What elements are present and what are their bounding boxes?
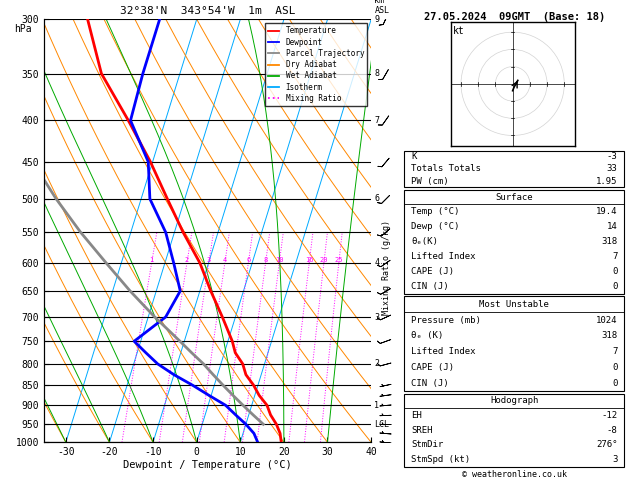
Text: LCL: LCL — [374, 420, 389, 429]
Text: -8: -8 — [607, 426, 618, 434]
Text: km
ASL: km ASL — [374, 0, 389, 15]
Text: Lifted Index: Lifted Index — [411, 347, 476, 356]
Text: 25: 25 — [335, 257, 343, 263]
Text: 7: 7 — [612, 347, 618, 356]
Text: 14: 14 — [607, 223, 618, 231]
Text: 318: 318 — [601, 331, 618, 341]
Text: 1.95: 1.95 — [596, 176, 618, 186]
Title: 32°38'N  343°54'W  1m  ASL: 32°38'N 343°54'W 1m ASL — [120, 6, 296, 16]
Text: Mixing Ratio (g/kg): Mixing Ratio (g/kg) — [382, 220, 391, 315]
Text: © weatheronline.co.uk: © weatheronline.co.uk — [462, 469, 567, 479]
Text: 276°: 276° — [596, 440, 618, 449]
Text: 10: 10 — [275, 257, 284, 263]
Text: 3: 3 — [612, 455, 618, 464]
Text: 27.05.2024  09GMT  (Base: 18): 27.05.2024 09GMT (Base: 18) — [423, 12, 605, 22]
Text: CIN (J): CIN (J) — [411, 282, 448, 291]
Text: K: K — [411, 152, 416, 161]
Text: PW (cm): PW (cm) — [411, 176, 448, 186]
Text: 1: 1 — [374, 401, 379, 410]
Text: StmDir: StmDir — [411, 440, 443, 449]
Text: 2: 2 — [374, 359, 379, 368]
Text: 19.4: 19.4 — [596, 208, 618, 216]
Text: 3: 3 — [207, 257, 211, 263]
Text: StmSpd (kt): StmSpd (kt) — [411, 455, 470, 464]
Text: 318: 318 — [601, 237, 618, 246]
Text: SREH: SREH — [411, 426, 432, 434]
Text: θₑ (K): θₑ (K) — [411, 331, 443, 341]
Text: 20: 20 — [320, 257, 328, 263]
Text: Temp (°C): Temp (°C) — [411, 208, 459, 216]
Text: 8: 8 — [374, 69, 379, 78]
Text: Hodograph: Hodograph — [490, 397, 538, 405]
Text: CIN (J): CIN (J) — [411, 379, 448, 388]
Text: 33: 33 — [607, 164, 618, 174]
Text: Most Unstable: Most Unstable — [479, 300, 549, 309]
Text: 6: 6 — [246, 257, 250, 263]
Text: 7: 7 — [612, 252, 618, 261]
Text: 16: 16 — [305, 257, 313, 263]
Text: 3: 3 — [374, 312, 379, 322]
Text: -12: -12 — [601, 411, 618, 420]
Text: -3: -3 — [607, 152, 618, 161]
Text: Totals Totals: Totals Totals — [411, 164, 481, 174]
Text: kt: kt — [453, 26, 465, 35]
Text: 7: 7 — [374, 116, 379, 125]
Text: 0: 0 — [612, 363, 618, 372]
Text: 4: 4 — [223, 257, 227, 263]
Legend: Temperature, Dewpoint, Parcel Trajectory, Dry Adiabat, Wet Adiabat, Isotherm, Mi: Temperature, Dewpoint, Parcel Trajectory… — [265, 23, 367, 106]
Text: 9: 9 — [374, 15, 379, 24]
Text: 6: 6 — [374, 194, 379, 203]
Text: Pressure (mb): Pressure (mb) — [411, 315, 481, 325]
Text: 0: 0 — [612, 379, 618, 388]
Text: Dewp (°C): Dewp (°C) — [411, 223, 459, 231]
Text: 4: 4 — [374, 259, 379, 267]
Text: EH: EH — [411, 411, 421, 420]
Text: Surface: Surface — [496, 192, 533, 202]
Text: CAPE (J): CAPE (J) — [411, 267, 454, 276]
Text: 2: 2 — [185, 257, 189, 263]
Text: 0: 0 — [612, 267, 618, 276]
Text: Lifted Index: Lifted Index — [411, 252, 476, 261]
Text: 1: 1 — [150, 257, 153, 263]
Text: CAPE (J): CAPE (J) — [411, 363, 454, 372]
Text: θₑ(K): θₑ(K) — [411, 237, 438, 246]
Text: 8: 8 — [264, 257, 268, 263]
Text: 1024: 1024 — [596, 315, 618, 325]
X-axis label: Dewpoint / Temperature (°C): Dewpoint / Temperature (°C) — [123, 460, 292, 470]
Text: 0: 0 — [612, 282, 618, 291]
Text: hPa: hPa — [14, 24, 32, 34]
